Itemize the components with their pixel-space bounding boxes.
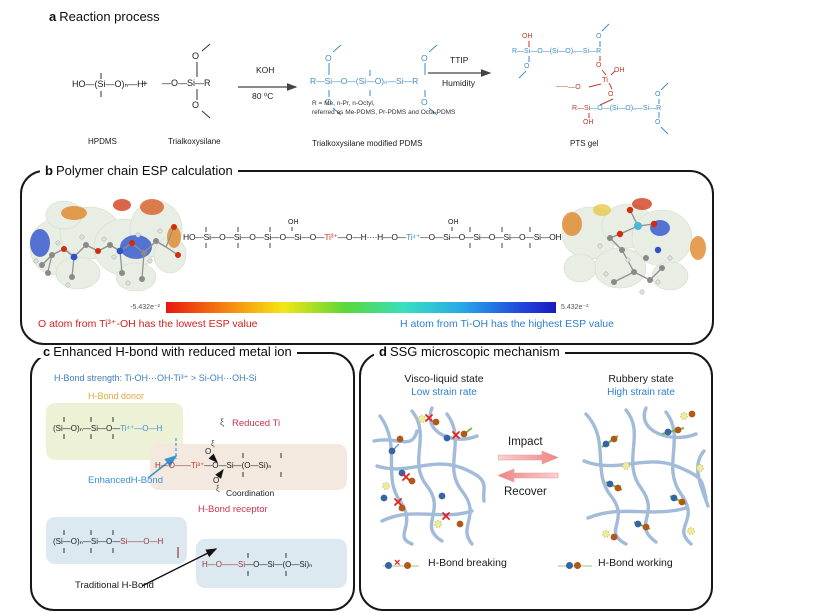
traditional-formula-bottom: H—O——Si—O—Si—(O—Si)ₙ bbox=[202, 560, 313, 569]
hbond-receptor-highlight bbox=[150, 444, 347, 490]
receptor-formula: H—O——Ti³⁺—O—Si—(O—Si)ₙ bbox=[155, 461, 272, 470]
pts-row2: R—Si—O—(Si—O)ₙ—Si—R bbox=[572, 105, 662, 112]
panel-c-title: c Enhanced H-bond with reduced metal ion bbox=[38, 345, 297, 358]
legend-breaking-label: H-Bond breaking bbox=[428, 557, 507, 569]
arrow2-condition: Humidity bbox=[442, 78, 476, 88]
rubbery-state-label: Rubbery state bbox=[608, 373, 674, 385]
arrow2-reagent: TTIP bbox=[450, 55, 469, 65]
pts-ti-oh: OH bbox=[614, 67, 625, 74]
coordination-label: Coordination bbox=[226, 488, 275, 498]
traditional-formula-top: (Si—O)ₙ—Si—O—Si——O—H bbox=[53, 537, 164, 546]
legend-working-label: H-Bond working bbox=[598, 557, 673, 569]
impact-recover-arrows bbox=[498, 451, 559, 483]
recover-label: Recover bbox=[504, 486, 547, 498]
chain-oh-right: OH bbox=[448, 219, 459, 226]
traditional-hbond-highlight-bottom bbox=[196, 539, 347, 588]
pts-o-below-si1: O bbox=[524, 63, 530, 70]
panel-b-tag: b bbox=[45, 163, 53, 178]
traditional-hbond-label: Traditional H-Bond bbox=[75, 580, 154, 591]
pts-o-below-ti: O bbox=[608, 91, 614, 98]
panel-d-tag: d bbox=[379, 344, 387, 359]
mpdms-formula: R—Si—O—(Si—O)ₙ—Si—R bbox=[310, 76, 419, 86]
legend-blue-dot-1 bbox=[385, 562, 392, 569]
esp-molecule-left bbox=[29, 199, 187, 292]
pts-row2-o-bottom: O bbox=[655, 119, 661, 126]
visco-liquid-state-label: Visco-liquid state bbox=[404, 373, 484, 385]
esp-molecule-right bbox=[561, 198, 706, 295]
esp-scale-max: 5.432e⁻² bbox=[561, 304, 589, 311]
esp-caption-left: O atom from Ti³⁺-OH has the lowest ESP v… bbox=[38, 318, 258, 330]
recover-arrow-left bbox=[498, 468, 559, 483]
pts-row2-oh: OH bbox=[583, 119, 594, 126]
label-hpdms: HPDMS bbox=[88, 137, 117, 146]
silane-formula: —O—Si—R bbox=[162, 78, 211, 88]
receptor-o-bottom: O bbox=[213, 476, 220, 485]
squiggle-mark-2: ξ bbox=[211, 439, 215, 448]
legend-blue-dot-2 bbox=[566, 562, 573, 569]
mpdms-o-bottomright: O bbox=[421, 97, 428, 107]
pts-oh-top: OH bbox=[522, 33, 533, 40]
pts-o-above-si2: O bbox=[596, 33, 602, 40]
mpdms-o-bottomleft: O bbox=[325, 97, 332, 107]
panel-a-title: a Reaction process bbox=[44, 10, 165, 23]
plus-sign: + bbox=[142, 79, 148, 90]
hbond-break-x-marks bbox=[394, 414, 460, 520]
squiggle-mark-1: ξ bbox=[220, 417, 225, 427]
panel-b-title: b Polymer chain ESP calculation bbox=[40, 164, 238, 177]
mpdms-note-1: R = Me, n-Pr, n-Octyl, bbox=[312, 100, 375, 107]
enhanced-hbond-label: EnhancedH-Bond bbox=[88, 475, 163, 486]
mpdms-o-topleft: O bbox=[325, 53, 332, 63]
mpdms-o-topright: O bbox=[421, 53, 428, 63]
low-strain-rate-label: Low strain rate bbox=[411, 387, 477, 398]
silane-o-top: O bbox=[192, 51, 200, 61]
receptor-o-top: O bbox=[205, 447, 212, 456]
esp-color-scale bbox=[166, 302, 556, 313]
silane-o-bottom: O bbox=[192, 100, 200, 110]
hpdms-formula: HO—(Si—O)ₙ—H bbox=[72, 79, 144, 89]
legend-orange-dot-1 bbox=[404, 562, 411, 569]
label-modified-pdms: Trialkoxysilane modified PDMS bbox=[312, 139, 423, 148]
chain-oh-left: OH bbox=[288, 219, 299, 226]
reduced-ti-label: Reduced Ti bbox=[232, 418, 281, 429]
legend-x-icon: × bbox=[394, 557, 401, 569]
hbond-strength-note: H-Bond strength: Ti-OH···OH-Ti³⁺ > Si-OH… bbox=[54, 373, 257, 383]
panel-b-box bbox=[20, 170, 714, 345]
squiggle-mark-3: ξ bbox=[216, 484, 220, 493]
hbond-donor-label: H-Bond donor bbox=[88, 391, 145, 401]
arrow1-reagent: KOH bbox=[256, 65, 275, 75]
label-trialkoxysilane: Trialkoxysilane bbox=[168, 137, 221, 146]
panel-d-title: d SSG microscopic mechanism bbox=[374, 345, 565, 358]
pts-squiggle-o: ~~~—O bbox=[556, 84, 581, 91]
legend-orange-dot-2 bbox=[574, 562, 581, 569]
hbond-receptor-label: H-Bond receptor bbox=[198, 504, 268, 515]
ti3-ion: Ti³⁺ bbox=[324, 232, 338, 242]
impact-label: Impact bbox=[508, 436, 543, 448]
high-strain-rate-label: High strain rate bbox=[607, 387, 675, 398]
esp-scale-min: -5.432e⁻² bbox=[130, 304, 160, 311]
esp-caption-right: H atom from Ti-OH has the highest ESP va… bbox=[400, 318, 614, 330]
impact-arrow-right bbox=[498, 451, 559, 465]
panel-c-tag: c bbox=[43, 344, 51, 359]
pts-o-link: O bbox=[596, 62, 602, 69]
polymer-chain-formula: HO—Si—O—Si—O—Si—O—Si—O—Ti³⁺—O—H····H—O—T… bbox=[183, 232, 562, 242]
pts-row2-o-top: O bbox=[655, 91, 661, 98]
network-rubbery bbox=[582, 406, 710, 546]
legend-breaking-line bbox=[383, 565, 419, 567]
donor-formula: (Si—O)ₙ—Si—O—Ti⁴⁺—O—H bbox=[53, 424, 163, 433]
pts-ti: Ti bbox=[602, 75, 608, 84]
label-pts-gel: PTS gel bbox=[570, 139, 599, 148]
ti4-ion: Ti⁴⁺ bbox=[406, 232, 421, 242]
mpdms-note-2: referred as Me-PDMS, Pr-PDMS and Octa-PD… bbox=[312, 109, 456, 116]
network-visco-liquid bbox=[372, 406, 486, 546]
arrow1-condition: 80 ⁰C bbox=[252, 91, 274, 101]
panel-a-tag: a bbox=[49, 9, 57, 24]
pts-row1: R—Si—O—(Si—O)ₙ—Si—R bbox=[512, 48, 602, 55]
